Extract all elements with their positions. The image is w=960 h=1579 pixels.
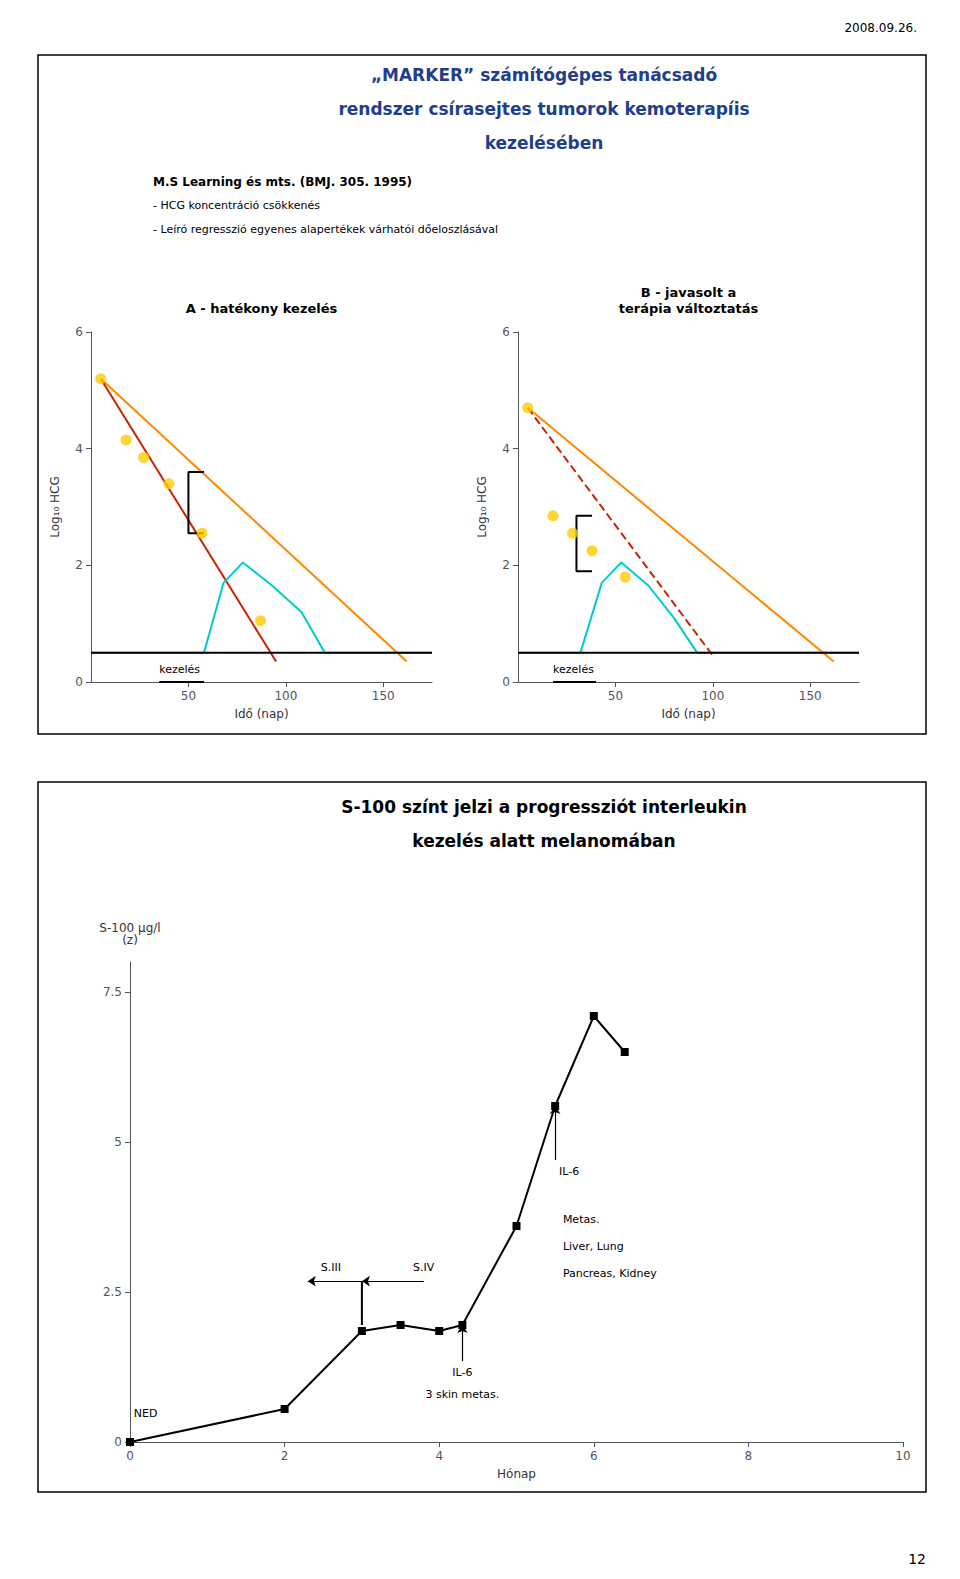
svg-text:kezelésében: kezelésében [485, 133, 604, 153]
svg-text:Liver, Lung: Liver, Lung [563, 1240, 624, 1253]
svg-text:M.S Learning és mts. (BMJ. 305: M.S Learning és mts. (BMJ. 305. 1995) [153, 175, 412, 189]
svg-text:rendszer csírasejtes tumorok k: rendszer csírasejtes tumorok kemoterapíi… [338, 99, 749, 119]
svg-text:Idő (nap): Idő (nap) [661, 707, 715, 721]
svg-text:Pancreas, Kidney: Pancreas, Kidney [563, 1267, 657, 1280]
svg-text:8: 8 [745, 1449, 753, 1463]
svg-text:0: 0 [502, 675, 510, 689]
svg-text:IL-6: IL-6 [559, 1165, 579, 1178]
svg-text:Metas.: Metas. [563, 1213, 600, 1226]
svg-text:6: 6 [502, 325, 510, 339]
svg-text:- HCG koncentráció csökkenés: - HCG koncentráció csökkenés [153, 199, 320, 212]
svg-text:4: 4 [435, 1449, 443, 1463]
svg-text:Log₁₀ HCG: Log₁₀ HCG [475, 476, 489, 538]
svg-text:kezelés: kezelés [159, 663, 200, 676]
svg-text:B - javasolt a: B - javasolt a [641, 285, 736, 300]
svg-text:Hónap: Hónap [497, 1467, 536, 1481]
svg-text:S.III: S.III [321, 1261, 341, 1274]
svg-text:7.5: 7.5 [103, 985, 122, 999]
svg-text:3 skin metas.: 3 skin metas. [425, 1388, 499, 1401]
svg-text:4: 4 [502, 442, 510, 456]
svg-text:kezelés alatt melanomában: kezelés alatt melanomában [412, 831, 675, 851]
svg-text:- Leíró regresszió egyenes ala: - Leíró regresszió egyenes alapertékek v… [153, 223, 498, 236]
svg-text:S.IV: S.IV [413, 1261, 435, 1274]
svg-text:2: 2 [75, 558, 83, 572]
svg-text:„MARKER” számítógépes tanácsad: „MARKER” számítógépes tanácsadó [371, 65, 717, 85]
svg-text:terápia változtatás: terápia változtatás [619, 301, 759, 316]
svg-text:150: 150 [799, 689, 822, 703]
svg-text:A - hatékony kezelés: A - hatékony kezelés [186, 301, 338, 316]
svg-text:2.5: 2.5 [103, 1285, 122, 1299]
svg-text:100: 100 [701, 689, 724, 703]
svg-text:S-100 µg/l: S-100 µg/l [99, 921, 161, 935]
svg-text:50: 50 [608, 689, 623, 703]
svg-text:2: 2 [281, 1449, 289, 1463]
svg-text:6: 6 [590, 1449, 598, 1463]
svg-text:100: 100 [274, 689, 297, 703]
svg-text:Log₁₀ HCG: Log₁₀ HCG [48, 476, 62, 538]
svg-text:0: 0 [75, 675, 83, 689]
svg-text:kezelés: kezelés [553, 663, 594, 676]
svg-text:10: 10 [895, 1449, 910, 1463]
svg-text:4: 4 [75, 442, 83, 456]
svg-text:2: 2 [502, 558, 510, 572]
svg-text:6: 6 [75, 325, 83, 339]
svg-text:12: 12 [908, 1551, 926, 1567]
svg-text:50: 50 [181, 689, 196, 703]
svg-text:2008.09.26.: 2008.09.26. [844, 21, 917, 35]
svg-text:5: 5 [114, 1135, 122, 1149]
svg-text:Idő (nap): Idő (nap) [234, 707, 288, 721]
svg-text:NED: NED [134, 1407, 158, 1420]
svg-text:0: 0 [114, 1435, 122, 1449]
svg-text:0: 0 [126, 1449, 134, 1463]
svg-text:S-100 színt jelzi a progresszi: S-100 színt jelzi a progressziót interle… [341, 797, 747, 817]
svg-text:IL-6: IL-6 [452, 1366, 472, 1379]
svg-text:(z): (z) [122, 933, 138, 947]
svg-text:150: 150 [372, 689, 395, 703]
